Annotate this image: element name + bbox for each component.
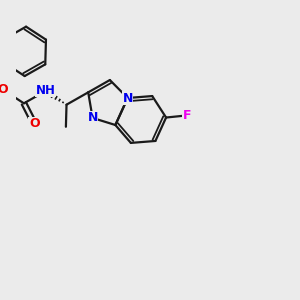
Text: O: O [29, 117, 40, 130]
Text: N: N [87, 111, 98, 124]
Text: N: N [122, 92, 133, 104]
Text: F: F [183, 109, 191, 122]
Text: NH: NH [36, 83, 56, 97]
Text: O: O [0, 83, 8, 96]
